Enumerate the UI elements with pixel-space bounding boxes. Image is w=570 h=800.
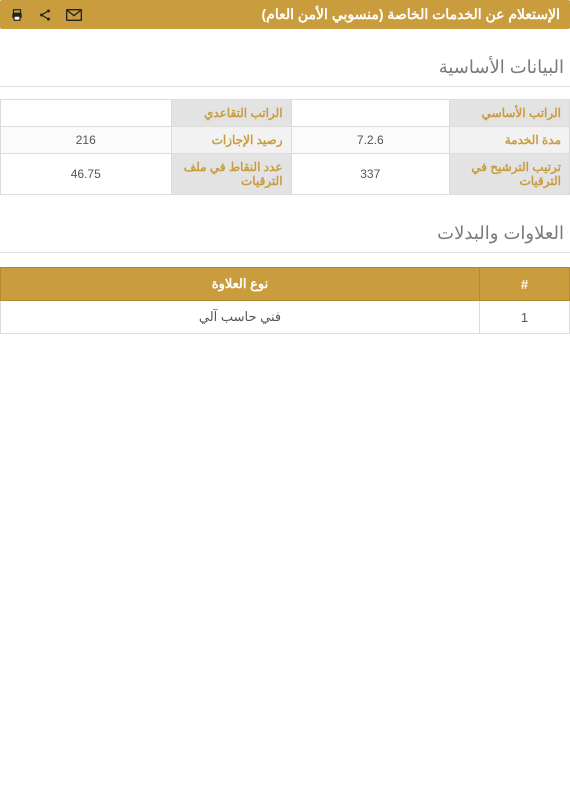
page-header: الإستعلام عن الخدمات الخاصة (منسوبي الأم… (0, 0, 570, 29)
cell-num: 1 (480, 301, 570, 334)
table-row: مدة الخدمة 7.2.6 رصيد الإجازات 216 (1, 127, 570, 154)
mail-icon[interactable] (66, 8, 82, 22)
page-title: الإستعلام عن الخدمات الخاصة (منسوبي الأم… (262, 6, 561, 23)
label-promo-rank: ترتيب الترشيح في الترقيات (450, 154, 570, 195)
header-actions (10, 8, 82, 22)
label-service-duration: مدة الخدمة (450, 127, 570, 154)
value-promo-rank: 337 (291, 154, 449, 195)
value-leave-balance: 216 (1, 127, 172, 154)
print-icon[interactable] (10, 8, 24, 22)
value-basic-salary (291, 100, 449, 127)
cell-type: فني حاسب آلي (1, 301, 480, 334)
section-title-basic: البيانات الأساسية (0, 43, 570, 87)
value-promo-points: 46.75 (1, 154, 172, 195)
table-header-row: # نوع العلاوة (1, 268, 570, 301)
label-promo-points: عدد النقاط في ملف الترقيات (171, 154, 291, 195)
value-retirement-salary (1, 100, 172, 127)
col-type: نوع العلاوة (1, 268, 480, 301)
allowances-table: # نوع العلاوة 1 فني حاسب آلي (0, 267, 570, 334)
label-basic-salary: الراتب الأساسي (450, 100, 570, 127)
table-row: ترتيب الترشيح في الترقيات 337 عدد النقاط… (1, 154, 570, 195)
value-service-duration: 7.2.6 (291, 127, 449, 154)
col-num: # (480, 268, 570, 301)
section-title-allowances: العلاوات والبدلات (0, 209, 570, 253)
basic-info-table: الراتب الأساسي الراتب التقاعدي مدة الخدم… (0, 99, 570, 195)
share-icon[interactable] (38, 8, 52, 22)
table-row: 1 فني حاسب آلي (1, 301, 570, 334)
label-retirement-salary: الراتب التقاعدي (171, 100, 291, 127)
label-leave-balance: رصيد الإجازات (171, 127, 291, 154)
table-row: الراتب الأساسي الراتب التقاعدي (1, 100, 570, 127)
